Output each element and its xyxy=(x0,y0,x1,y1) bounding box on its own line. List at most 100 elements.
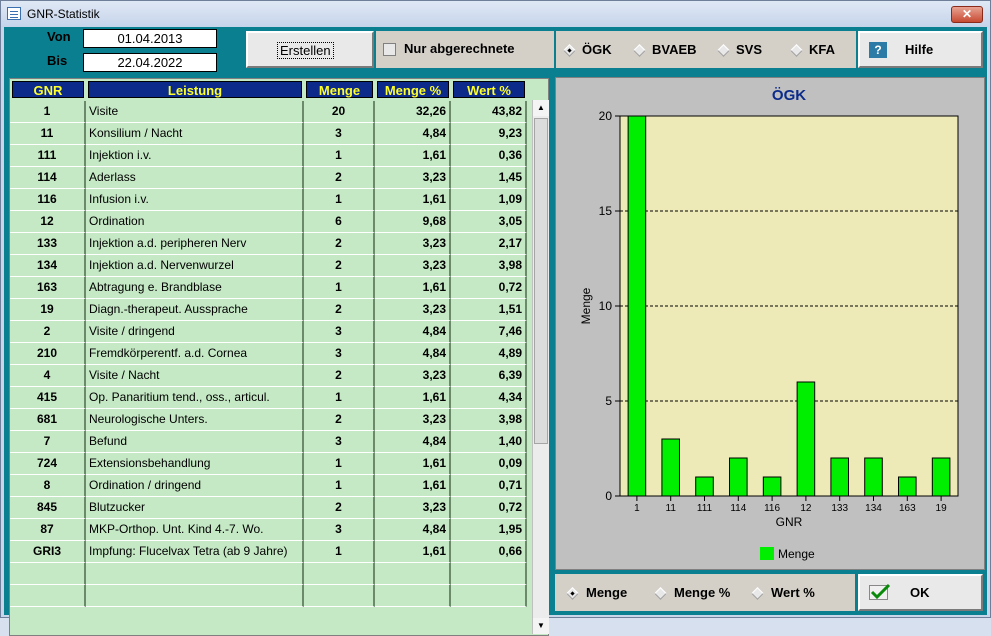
bar xyxy=(898,476,917,497)
radio-svs[interactable] xyxy=(717,44,730,57)
cell-leistung xyxy=(86,585,304,607)
cell-wert-pct: 1,09 xyxy=(451,189,527,211)
table-row[interactable]: 12 Ordination 6 9,68 3,05 xyxy=(10,211,527,233)
table-row[interactable]: 724 Extensionsbehandlung 1 1,61 0,09 xyxy=(10,453,527,475)
nur-abgerechnete-checkbox[interactable] xyxy=(383,43,396,56)
window-icon xyxy=(7,7,21,20)
cell-menge-pct: 3,23 xyxy=(375,299,451,321)
hilfe-button[interactable]: ? Hilfe xyxy=(858,31,983,68)
cell-menge-pct: 1,61 xyxy=(375,475,451,497)
radio-menge[interactable] xyxy=(566,587,579,600)
table-row[interactable]: 415 Op. Panaritium tend., oss., articul. 1… xyxy=(10,387,527,409)
cell-gnr: 111 xyxy=(10,145,86,167)
table-row[interactable]: 8 Ordination / dringend 1 1,61 0,71 xyxy=(10,475,527,497)
bar xyxy=(695,476,714,497)
table-row[interactable]: 11 Konsilium / Nacht 3 4,84 9,23 xyxy=(10,123,527,145)
cell-gnr: 210 xyxy=(10,343,86,365)
cell-wert-pct: 4,34 xyxy=(451,387,527,409)
cell-gnr: 133 xyxy=(10,233,86,255)
cell-menge-pct: 3,23 xyxy=(375,167,451,189)
cell-wert-pct: 3,05 xyxy=(451,211,527,233)
cell-leistung: Impfung: Flucelvax Tetra (ab 9 Jahre) xyxy=(86,541,304,563)
cell-wert-pct: 1,51 xyxy=(451,299,527,321)
table-row[interactable]: 681 Neurologische Unters. 2 3,23 3,98 xyxy=(10,409,527,431)
von-date-field[interactable]: 01.04.2013 xyxy=(83,29,217,48)
cell-leistung xyxy=(86,563,304,585)
table-row[interactable]: 133 Injektion a.d. peripheren Nerv 2 3,23 2,… xyxy=(10,233,527,255)
header-menge-pct[interactable]: Menge % xyxy=(377,81,449,98)
cell-leistung: Extensionsbehandlung xyxy=(86,453,304,475)
cell-wert-pct: 6,39 xyxy=(451,365,527,387)
radio-oegk[interactable] xyxy=(563,44,576,57)
cell-wert-pct: 43,82 xyxy=(451,101,527,123)
cell-wert-pct: 4,89 xyxy=(451,343,527,365)
header-gnr[interactable]: GNR xyxy=(12,81,84,98)
nur-abgerechnete-label: Nur abgerechnete xyxy=(404,41,515,56)
cell-menge: 1 xyxy=(304,189,375,211)
gnr-statistik-window: GNR-Statistik ✕ Von 01.04.2013 Bis 22.04… xyxy=(0,0,991,618)
cell-leistung: Aderlass xyxy=(86,167,304,189)
table-scrollbar[interactable]: ▲ ▼ xyxy=(532,100,549,634)
bar xyxy=(931,457,951,497)
cell-leistung: Injektion a.d. peripheren Nerv xyxy=(86,233,304,255)
cell-menge: 6 xyxy=(304,211,375,233)
table-row[interactable]: 111 Injektion i.v. 1 1,61 0,36 xyxy=(10,145,527,167)
cell-wert-pct: 0,72 xyxy=(451,277,527,299)
table-row[interactable] xyxy=(10,585,527,607)
table-row[interactable]: GRI3 Impfung: Flucelvax Tetra (ab 9 Jahre… xyxy=(10,541,527,563)
cell-leistung: Injektion a.d. Nervenwurzel xyxy=(86,255,304,277)
scroll-thumb[interactable] xyxy=(534,118,548,444)
cell-menge: 1 xyxy=(304,453,375,475)
bis-date-field[interactable]: 22.04.2022 xyxy=(83,53,217,72)
x-tick-label: 163 xyxy=(899,503,916,514)
scroll-down-button[interactable]: ▼ xyxy=(533,618,549,634)
scroll-up-button[interactable]: ▲ xyxy=(533,100,549,116)
table-row[interactable]: 87 MKP-Orthop. Unt. Kind 4.-7. Wo. 3 4,84 1,… xyxy=(10,519,527,541)
radio-bvaeb[interactable] xyxy=(633,44,646,57)
cell-wert-pct: 1,45 xyxy=(451,167,527,189)
table-row[interactable]: 845 Blutzucker 2 3,23 0,72 xyxy=(10,497,527,519)
radio-menge-label: Menge xyxy=(586,585,628,600)
table-row[interactable]: 2 Visite / dringend 3 4,84 7,46 xyxy=(10,321,527,343)
table-row[interactable]: 1 Visite 20 32,26 43,82 xyxy=(10,101,527,123)
table-row[interactable]: 163 Abtragung e. Brandblase 1 1,61 0,72 xyxy=(10,277,527,299)
cell-menge xyxy=(304,563,375,585)
cell-menge: 1 xyxy=(304,277,375,299)
cell-leistung: Visite / Nacht xyxy=(86,365,304,387)
radio-menge-pct[interactable] xyxy=(654,587,667,600)
table-row[interactable] xyxy=(10,563,527,585)
cell-menge: 1 xyxy=(304,475,375,497)
y-tick-label: 5 xyxy=(605,394,612,408)
cell-leistung: Befund xyxy=(86,431,304,453)
cell-gnr: 134 xyxy=(10,255,86,277)
erstellen-button[interactable]: Erstellen xyxy=(246,31,374,68)
cell-menge-pct: 9,68 xyxy=(375,211,451,233)
header-leistung[interactable]: Leistung xyxy=(88,81,302,98)
table-row[interactable]: 116 Infusion i.v. 1 1,61 1,09 xyxy=(10,189,527,211)
legend-swatch xyxy=(760,547,774,560)
y-tick-label: 0 xyxy=(605,489,612,503)
ok-button[interactable]: OK xyxy=(858,574,983,611)
table-row[interactable]: 4 Visite / Nacht 2 3,23 6,39 xyxy=(10,365,527,387)
cell-menge: 2 xyxy=(304,167,375,189)
header-menge[interactable]: Menge xyxy=(306,81,373,98)
close-button[interactable]: ✕ xyxy=(951,6,983,23)
cell-menge: 3 xyxy=(304,519,375,541)
header-wert-pct[interactable]: Wert % xyxy=(453,81,525,98)
x-tick-label: 12 xyxy=(800,503,812,514)
table-row[interactable]: 114 Aderlass 2 3,23 1,45 xyxy=(10,167,527,189)
table-row[interactable]: 210 Fremdkörperentf. a.d. Cornea 3 4,84 4,89 xyxy=(10,343,527,365)
cell-gnr: 724 xyxy=(10,453,86,475)
cell-leistung: Ordination xyxy=(86,211,304,233)
table-row[interactable]: 134 Injektion a.d. Nervenwurzel 2 3,23 3,98 xyxy=(10,255,527,277)
table-row[interactable]: 7 Befund 3 4,84 1,40 xyxy=(10,431,527,453)
cell-menge: 3 xyxy=(304,431,375,453)
radio-wert-pct[interactable] xyxy=(751,587,764,600)
cell-leistung: Fremdkörperentf. a.d. Cornea xyxy=(86,343,304,365)
cell-leistung: Konsilium / Nacht xyxy=(86,123,304,145)
cell-leistung: Neurologische Unters. xyxy=(86,409,304,431)
cell-menge: 3 xyxy=(304,343,375,365)
cell-wert-pct: 3,98 xyxy=(451,409,527,431)
table-row[interactable]: 19 Diagn.-therapeut. Aussprache 2 3,23 1,51 xyxy=(10,299,527,321)
radio-kfa[interactable] xyxy=(790,44,803,57)
